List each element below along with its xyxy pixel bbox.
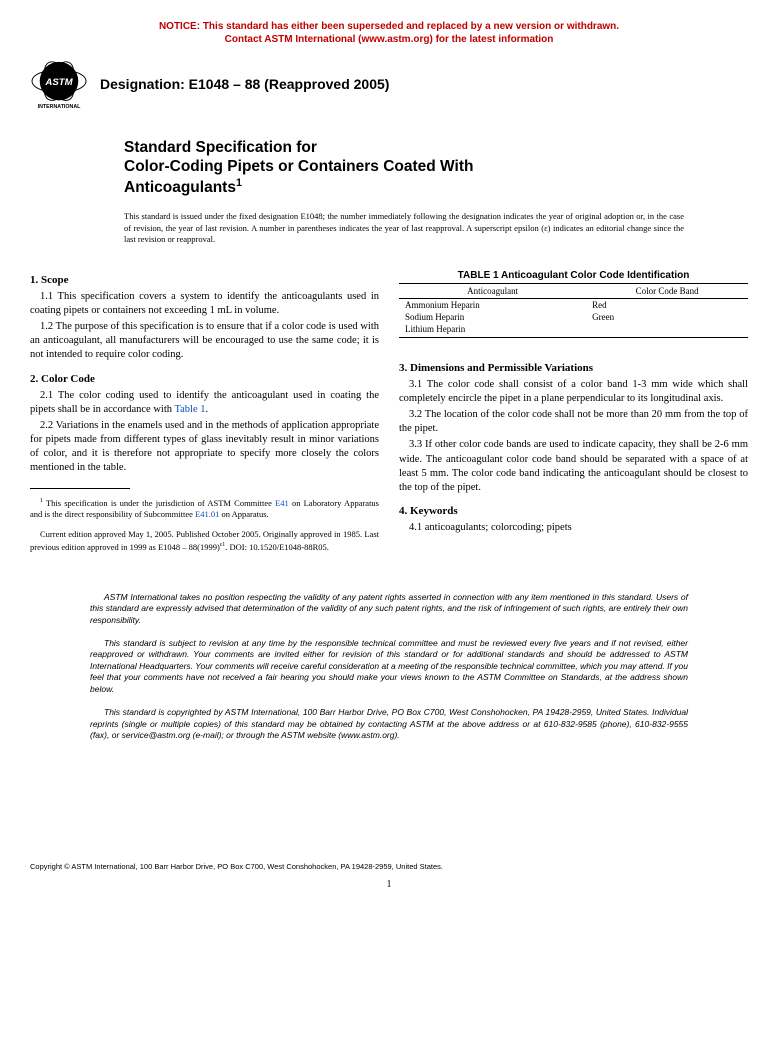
title-footnote-ref: 1 — [236, 177, 242, 189]
section-head-dimensions: 3. Dimensions and Permissible Variations — [399, 362, 748, 374]
table-cell: Lithium Heparin — [399, 323, 586, 338]
copyright-line: Copyright © ASTM International, 100 Barr… — [30, 862, 748, 871]
table-cell: Green — [586, 311, 748, 323]
footnote-1a: This specification is under the jurisdic… — [43, 498, 275, 508]
table-row: Lithium Heparin — [399, 323, 748, 338]
title-block: Standard Specification for Color-Coding … — [124, 138, 748, 197]
right-column: TABLE 1 Anticoagulant Color Code Identif… — [399, 264, 748, 562]
disclaimer-3: This standard is copyrighted by ASTM Int… — [90, 707, 688, 741]
table-cell — [586, 323, 748, 338]
table-1-title: TABLE 1 Anticoagulant Color Code Identif… — [399, 270, 748, 281]
table-row: Ammonium Heparin Red — [399, 298, 748, 311]
footnote-2b: . DOI: 10.1520/E1048-88R05. — [225, 542, 329, 552]
para-2-2: 2.2 Variations in the enamels used and i… — [30, 419, 379, 476]
page-number: 1 — [30, 879, 748, 890]
designation-text: Designation: E1048 – 88 (Reapproved 2005… — [100, 76, 389, 92]
disclaimer-2: This standard is subject to revision at … — [90, 638, 688, 695]
footnote-rule — [30, 488, 130, 489]
para-3-2: 3.2 The location of the color code shall… — [399, 408, 748, 436]
issuance-note: This standard is issued under the fixed … — [124, 211, 684, 245]
left-column: 1. Scope 1.1 This specification covers a… — [30, 264, 379, 562]
footnote-1: 1 This specification is under the jurisd… — [30, 497, 379, 521]
committee-link-e41[interactable]: E41 — [275, 498, 289, 508]
footnote-2: Current edition approved May 1, 2005. Pu… — [30, 529, 379, 553]
table-cell: Red — [586, 298, 748, 311]
table-1: TABLE 1 Anticoagulant Color Code Identif… — [399, 270, 748, 338]
notice-banner: NOTICE: This standard has either been su… — [30, 20, 748, 46]
astm-logo-icon: ASTM INTERNATIONAL — [30, 58, 88, 110]
title-line-2: Color-Coding Pipets or Containers Coated… — [124, 158, 473, 175]
section-head-scope: 1. Scope — [30, 274, 379, 286]
notice-line-1: NOTICE: This standard has either been su… — [159, 21, 619, 32]
svg-text:ASTM: ASTM — [44, 77, 73, 88]
table-1-link[interactable]: Table 1 — [174, 404, 205, 415]
table-col-color-band: Color Code Band — [586, 283, 748, 298]
para-1-2: 1.2 The purpose of this specification is… — [30, 320, 379, 363]
table-row: Sodium Heparin Green — [399, 311, 748, 323]
para-1-1: 1.1 This specification covers a system t… — [30, 290, 379, 318]
title-line-1: Standard Specification for — [124, 139, 317, 156]
para-3-1: 3.1 The color code shall consist of a co… — [399, 378, 748, 406]
para-4-1: 4.1 anticoagulants; colorcoding; pipets — [399, 521, 748, 535]
table-col-anticoagulant: Anticoagulant — [399, 283, 586, 298]
header: ASTM INTERNATIONAL Designation: E1048 – … — [30, 58, 748, 110]
title-line-3: Anticoagulants — [124, 179, 236, 196]
color-code-table: Anticoagulant Color Code Band Ammonium H… — [399, 283, 748, 338]
body-columns: 1. Scope 1.1 This specification covers a… — [30, 264, 748, 562]
section-head-color-code: 2. Color Code — [30, 373, 379, 385]
para-2-1-text-b: . — [205, 404, 208, 415]
document-title: Standard Specification for Color-Coding … — [124, 138, 748, 197]
table-cell: Sodium Heparin — [399, 311, 586, 323]
disclaimers: ASTM International takes no position res… — [90, 592, 688, 742]
notice-line-2: Contact ASTM International (www.astm.org… — [225, 34, 554, 45]
subcommittee-link-e41-01[interactable]: E41.01 — [195, 509, 219, 519]
disclaimer-1: ASTM International takes no position res… — [90, 592, 688, 626]
para-2-1: 2.1 The color coding used to identify th… — [30, 389, 379, 417]
footnote-1c: on Apparatus. — [219, 509, 268, 519]
svg-text:INTERNATIONAL: INTERNATIONAL — [38, 104, 82, 110]
table-cell: Ammonium Heparin — [399, 298, 586, 311]
para-3-3: 3.3 If other color code bands are used t… — [399, 438, 748, 495]
section-head-keywords: 4. Keywords — [399, 505, 748, 517]
